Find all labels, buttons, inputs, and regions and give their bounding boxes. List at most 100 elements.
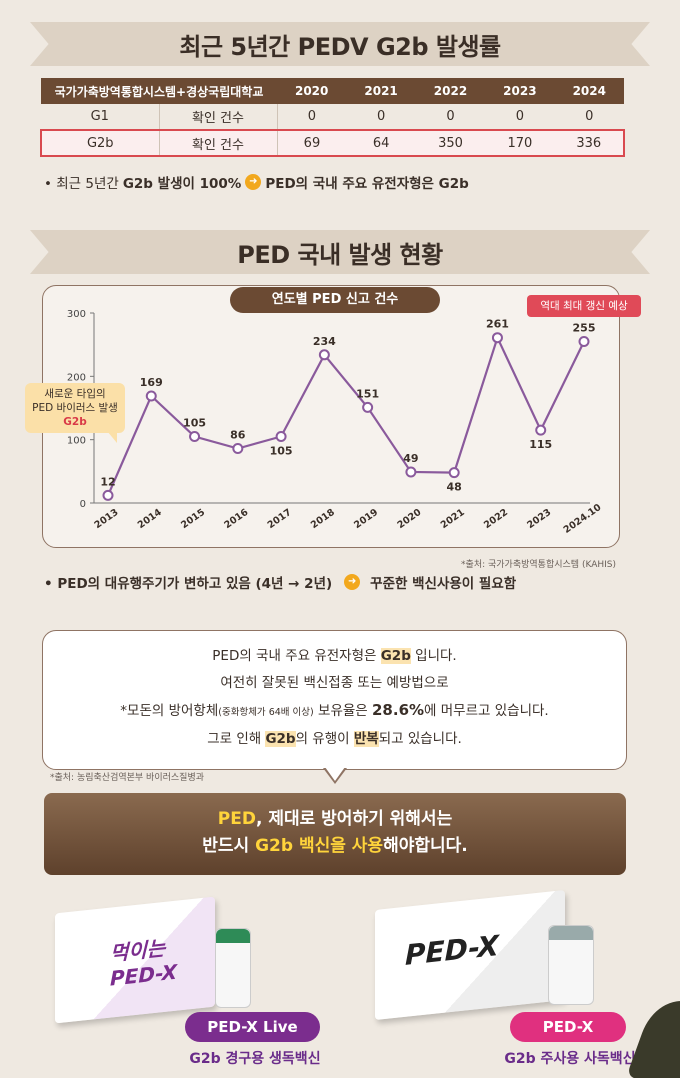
- callout-highlight: G2b: [63, 416, 87, 428]
- info-text: 의 유행이: [295, 731, 354, 747]
- value-cell: 0: [346, 104, 416, 131]
- section2-banner: PED 국내 발생 현황: [30, 230, 650, 274]
- data-label: 115: [529, 438, 552, 451]
- callout-line: 새로운 타입의: [44, 388, 106, 400]
- cta-text: 해야합니다.: [383, 836, 468, 856]
- data-point: [275, 431, 287, 442]
- year-header: 2021: [346, 78, 416, 104]
- year-header: 2024: [554, 78, 624, 104]
- x-tick-label: 2023: [525, 507, 553, 531]
- info-line-4: 그로 인해 G2b의 유행이 반복되고 있습니다.: [43, 726, 626, 753]
- info-box: PED의 국내 주요 유전자형은 G2b 입니다. 여전히 잘못된 백신접종 또…: [42, 630, 627, 770]
- year-header: 2023: [485, 78, 555, 104]
- value-cell: 0: [554, 104, 624, 131]
- genotype-cell: G2b: [40, 129, 160, 157]
- x-tick-label: 2019: [352, 507, 380, 531]
- data-label: 86: [230, 429, 246, 442]
- section1-title: 최근 5년간 PEDV G2b 발생률: [179, 32, 501, 61]
- table-header-row: 국가가축방역통합시스템+경상국립대학교 2020 2021 2022 2023 …: [41, 78, 624, 104]
- y-tick-label: 0: [80, 499, 86, 510]
- product-kill-box: PED-X: [375, 890, 565, 1020]
- product-live-box: 먹이는 PED-X: [55, 896, 215, 1024]
- info-small: (중화항체가 64배 이상): [218, 707, 314, 718]
- data-point: [448, 467, 460, 479]
- data-label: 234: [313, 335, 336, 348]
- data-label: 151: [356, 387, 379, 400]
- value-cell: 64: [346, 129, 416, 157]
- callout-line: PED 바이러스 발생: [32, 402, 118, 414]
- line-chart: 0 100 200 300 12 2013 169 2014 105 2015 86 2016 105 2…: [67, 309, 604, 536]
- product-live-caption: G2b 경구용 생독백신: [189, 1051, 321, 1067]
- table-source-header: 국가가축방역통합시스템+경상국립대학교: [41, 78, 277, 104]
- product-box-brand: 먹이는 PED-X: [110, 935, 178, 991]
- label-cell: 확인 건수: [159, 129, 278, 157]
- info-highlight: 반복: [353, 731, 379, 747]
- info-percent: 28.6%: [372, 701, 425, 719]
- info-line-1: PED의 국내 주요 유전자형은 G2b 입니다.: [43, 643, 626, 670]
- leaf-decoration: [626, 990, 680, 1078]
- arrow-right-icon: ➜: [245, 174, 262, 190]
- chart-title: 연도별 PED 신고 건수: [230, 287, 440, 313]
- value-cell: 69: [277, 129, 347, 157]
- x-tick-label: 2018: [309, 507, 337, 531]
- section1-banner: 최근 5년간 PEDV G2b 발생률: [30, 22, 650, 66]
- data-label: 48: [447, 481, 462, 494]
- data-point: [362, 401, 374, 413]
- data-label: 12: [100, 475, 115, 488]
- vial-image: [215, 928, 251, 1008]
- x-tick-label: 2020: [395, 507, 423, 531]
- product-box-brand: PED-X: [405, 928, 499, 972]
- section2-title: PED 국내 발생 현황: [237, 240, 443, 269]
- value-cell: 336: [554, 129, 626, 157]
- product-live-pill: PED-X Live: [185, 1012, 320, 1042]
- cta-yellow: PED: [217, 809, 256, 829]
- data-label: 105: [270, 445, 293, 458]
- info-highlight: G2b: [380, 648, 411, 664]
- data-point: [145, 390, 157, 402]
- value-cell: 0: [485, 104, 555, 131]
- table-row: G1 확인 건수 0 0 0 0 0: [41, 104, 624, 131]
- x-tick-label: 2015: [179, 507, 207, 531]
- data-point: [189, 431, 201, 442]
- product-kill-caption: G2b 주사용 사독백신: [504, 1051, 636, 1067]
- value-cell: 0: [277, 104, 347, 131]
- data-label: 105: [183, 417, 206, 430]
- x-tick-label: 2013: [93, 507, 121, 531]
- product-kill-pill: PED-X: [510, 1012, 626, 1042]
- info-line-3: *모돈의 방어항체(중화항체가 64배 이상) 보유율은 28.6%에 머무르고…: [43, 697, 626, 726]
- section1-note: • 최근 5년간 G2b 발생이 100% ➜ PED의 국내 주요 유전자형은…: [44, 172, 469, 192]
- x-tick-label: 2014: [136, 507, 164, 531]
- arrow-right-icon: ➜: [344, 574, 361, 590]
- data-point: [491, 332, 503, 344]
- data-label: 261: [486, 318, 509, 331]
- data-point: [578, 336, 590, 347]
- record-tag: 역대 최대 갱신 예상: [527, 295, 641, 317]
- note-right: 꾸준한 백신사용이 필요함: [370, 576, 517, 592]
- cta-yellow: G2b 백신을 사용: [255, 836, 384, 856]
- data-label: 169: [140, 376, 163, 389]
- info-text: 보유율은: [313, 703, 372, 719]
- note-conclusion: PED의 국내 주요 유전자형은 G2b: [265, 176, 469, 192]
- info-source: *출처: 농림축산검역본부 바이러스질병과: [50, 773, 205, 783]
- cta-text: , 제대로 방어하기 위해서는: [255, 809, 453, 829]
- genotype-cell: G1: [41, 104, 160, 131]
- info-text: 그로 인해: [207, 731, 266, 747]
- chart-source: *출처: 국가가축방역통합시스템 (KAHIS): [461, 560, 616, 570]
- x-tick-label: 2016: [222, 507, 250, 531]
- x-tick-label: 2017: [266, 507, 294, 531]
- note-prefix: • 최근 5년간: [44, 176, 119, 192]
- info-line-2: 여전히 잘못된 백신접종 또는 예방법으로: [220, 675, 449, 691]
- cta-banner: PED, 제대로 방어하기 위해서는 반드시 G2b 백신을 사용해야합니다.: [44, 793, 626, 875]
- series-line: [106, 334, 585, 496]
- vial-image: [548, 925, 594, 1005]
- info-text: 되고 있습니다.: [378, 731, 462, 747]
- value-cell: 170: [485, 129, 555, 157]
- info-text: *모돈의 방어항체: [120, 703, 219, 719]
- section2-note: • PED의 대유행주기가 변하고 있음 (4년 → 2년) ➜ 꾸준한 백신사…: [44, 572, 516, 592]
- g2b-callout: 새로운 타입의 PED 바이러스 발생 G2b: [25, 383, 125, 443]
- info-text: 에 머무르고 있습니다.: [424, 703, 549, 719]
- data-point: [232, 443, 244, 455]
- cta-text: 반드시: [202, 836, 256, 856]
- y-tick-label: 200: [67, 372, 86, 383]
- data-point: [535, 424, 547, 436]
